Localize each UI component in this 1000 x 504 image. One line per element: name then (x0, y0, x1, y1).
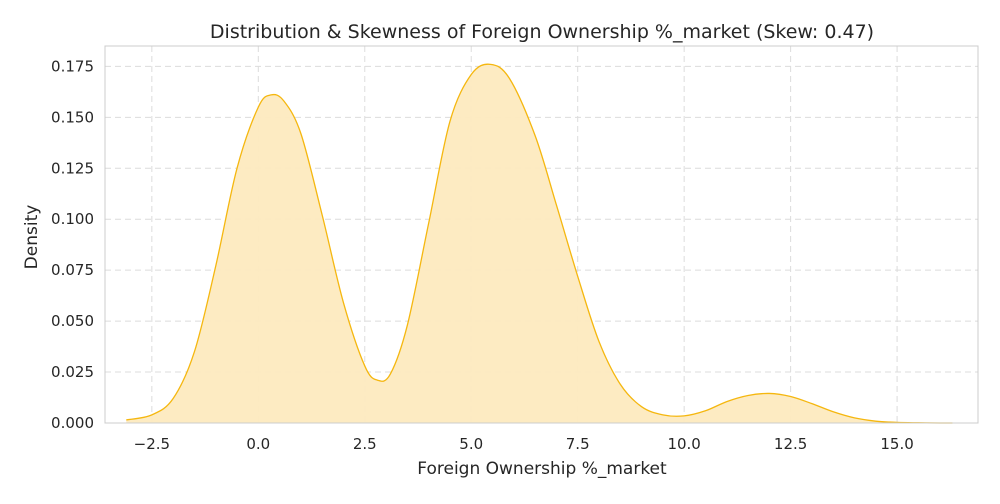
chart-title: Distribution & Skewness of Foreign Owner… (210, 21, 874, 43)
y-tick-label: 0.075 (51, 261, 94, 279)
y-axis-label: Density (22, 205, 42, 270)
density-curve-line (126, 63, 953, 424)
x-tick-label: 5.0 (459, 435, 483, 453)
x-tick-label: 7.5 (566, 435, 590, 453)
tick-labels: −2.5 0.0 2.5 5.0 7.5 10.0 12.5 15.0 0.000 0.025 0.… (51, 57, 914, 453)
density-fill-area (126, 64, 953, 424)
x-axis-label: Foreign Ownership %_market (417, 459, 667, 479)
y-tick-label: 0.150 (51, 108, 94, 126)
x-tick-label: −2.5 (134, 435, 170, 453)
density-area-group (126, 63, 953, 424)
y-tick-label: 0.125 (51, 159, 94, 177)
plot-frame (104, 45, 979, 424)
x-tick-label: 10.0 (667, 435, 700, 453)
x-tick-label: 12.5 (774, 435, 807, 453)
plot-border (104, 45, 979, 424)
y-tick-label: 0.100 (51, 210, 94, 228)
y-tick-label: 0.175 (51, 57, 94, 75)
y-tick-label: 0.025 (51, 363, 94, 381)
x-tick-label: 0.0 (246, 435, 270, 453)
y-tick-label: 0.050 (51, 312, 94, 330)
x-tick-label: 2.5 (353, 435, 377, 453)
y-tick-label: 0.000 (51, 414, 94, 432)
x-tick-label: 15.0 (880, 435, 913, 453)
